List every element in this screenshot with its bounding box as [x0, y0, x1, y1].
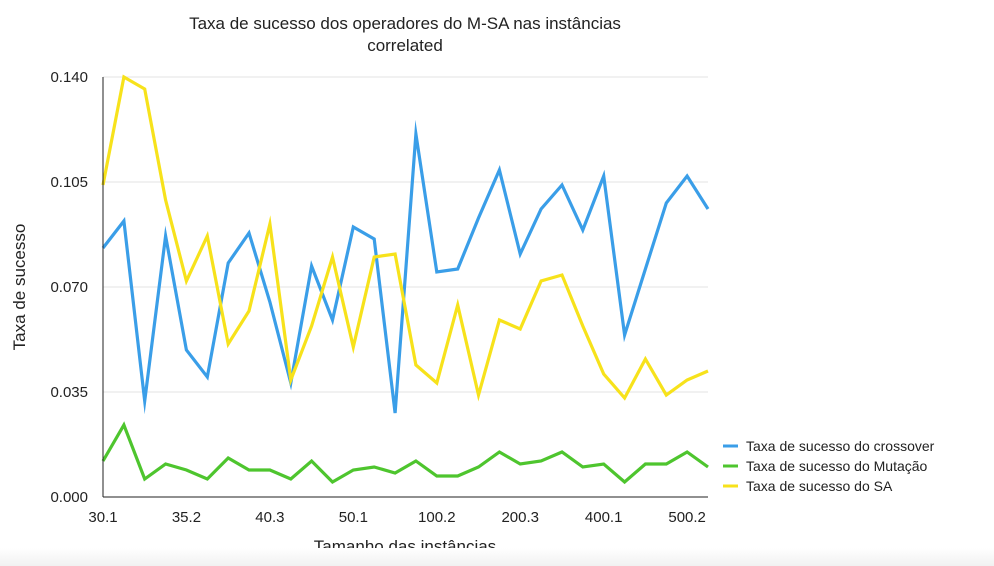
legend-label: Taxa de sucesso do Mutação: [746, 458, 928, 474]
data-series: [101, 74, 710, 485]
x-tick-label: 35.2: [172, 509, 201, 526]
x-tick-label: 40.3: [255, 509, 284, 526]
series-line-2: [101, 421, 709, 485]
chart-title: Taxa de sucesso dos operadores do M-SA n…: [189, 14, 621, 55]
x-tick-label: 30.1: [88, 509, 117, 526]
x-tick-label: 400.1: [585, 509, 623, 526]
legend-label: Taxa de sucesso do SA: [746, 478, 893, 494]
legend: Taxa de sucesso do crossover Taxa de suce…: [723, 438, 935, 494]
x-tick-label: 200.3: [501, 509, 539, 526]
y-tick-label: 0.070: [50, 279, 88, 296]
series-line-3: [101, 74, 709, 402]
gridlines: [103, 76, 708, 393]
chart-title-line-2: correlated: [367, 36, 443, 55]
series-line-1: [101, 119, 710, 415]
x-tick-label: 500.2: [668, 509, 706, 526]
x-axis-tick-labels: 30.1 35.2 40.3 50.1 100.2 200.3 400.1 500.2: [88, 509, 706, 526]
x-tick-label: 100.2: [418, 509, 456, 526]
y-tick-label: 0.105: [50, 174, 88, 191]
y-tick-label: 0.035: [50, 384, 88, 401]
chart-title-line-1: Taxa de sucesso dos operadores do M-SA n…: [189, 14, 621, 33]
legend-label: Taxa de sucesso do crossover: [746, 438, 935, 454]
y-axis-title: Taxa de sucesso: [10, 224, 29, 351]
bottom-shade: [0, 548, 994, 566]
y-tick-label: 0.140: [50, 69, 88, 86]
y-axis-tick-labels: 0.000 0.035 0.070 0.105 0.140: [50, 69, 88, 506]
x-tick-label: 50.1: [339, 509, 368, 526]
y-tick-label: 0.000: [50, 489, 88, 506]
